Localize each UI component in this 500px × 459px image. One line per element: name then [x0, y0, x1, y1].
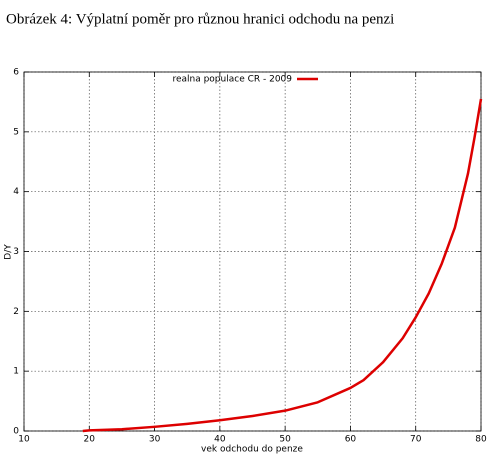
- data-line: [82, 98, 483, 433]
- y-axis-label: D/Y: [4, 244, 14, 260]
- legend-label: realna populace CR - 2009: [172, 75, 292, 85]
- y-tick-label: 1: [13, 367, 19, 377]
- x-tick-label: 80: [475, 435, 487, 445]
- x-tick-label: 40: [214, 435, 226, 445]
- y-tick-label: 3: [13, 247, 19, 257]
- y-tick-label: 4: [13, 187, 19, 197]
- x-tick-label: 50: [279, 435, 291, 445]
- x-tick-label: 70: [410, 435, 422, 445]
- x-tick-label: 20: [84, 435, 96, 445]
- x-tick-label: 30: [149, 435, 161, 445]
- y-tick-label: 0: [13, 427, 19, 437]
- plot-frame: [23, 71, 482, 432]
- y-tick-label: 5: [13, 127, 19, 137]
- y-tick-label: 2: [13, 307, 19, 317]
- chart-title: Obrázek 4: Výplatní poměr pro různou hra…: [6, 11, 394, 27]
- x-tick-label: 60: [345, 435, 357, 445]
- x-axis-label: vek odchodu do penze: [201, 445, 303, 455]
- x-tick-label: 10: [18, 435, 30, 445]
- y-tick-label: 6: [13, 68, 19, 78]
